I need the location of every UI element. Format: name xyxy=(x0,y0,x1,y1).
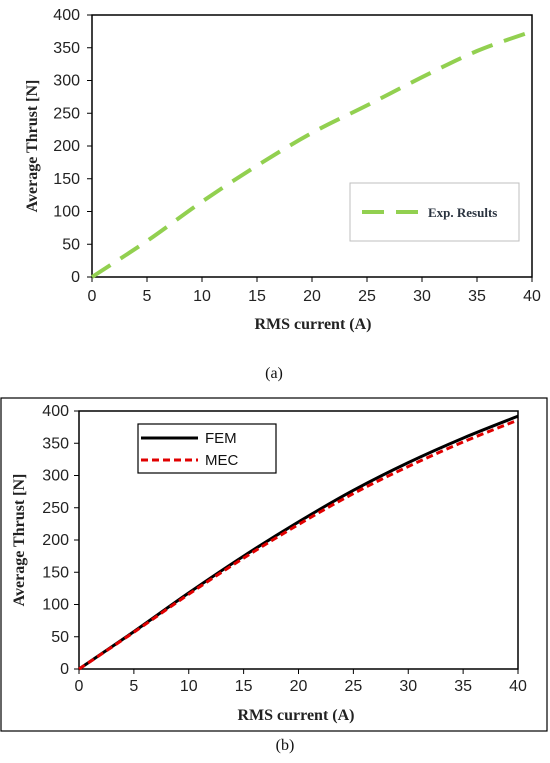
chart-a-y-tick-label: 250 xyxy=(53,105,80,122)
chart-b-x-tick-label: 30 xyxy=(399,678,417,695)
chart-b-y-axis-label: Average Thrust [N] xyxy=(11,474,28,607)
chart-a-y-tick-label: 300 xyxy=(53,73,80,90)
chart-b-legend-box xyxy=(137,423,277,474)
chart-a-x-tick-label: 10 xyxy=(193,288,211,305)
chart-a-x-tick-label: 15 xyxy=(248,288,266,305)
chart-a-x-tick-label: 25 xyxy=(358,288,376,305)
chart-b: 0 5 10 15 20 25 30 35 40 0 50 100 150 200 250 300 350 40… xyxy=(0,397,548,754)
chart-b-y-tick-label: 100 xyxy=(42,597,69,614)
chart-b-x-axis-label: RMS current (A) xyxy=(237,707,354,724)
chart-b-x-tick-label: 35 xyxy=(454,678,472,695)
chart-b-y-tick-label: 150 xyxy=(42,564,69,581)
chart-b-y-ticks: 0 50 100 150 200 250 300 350 400 xyxy=(42,403,79,678)
chart-a-y-tick-label: 0 xyxy=(71,269,80,286)
chart-b-x-tick-label: 40 xyxy=(509,678,527,695)
chart-b-y-tick-label: 300 xyxy=(42,468,69,485)
chart-a: 0 5 10 15 20 25 30 35 40 0 50 100 150 200 250 300 350 40… xyxy=(24,7,541,382)
chart-a-legend-label-exp-results: Exp. Results xyxy=(428,205,497,220)
chart-b-y-tick-label: 250 xyxy=(42,500,69,517)
chart-a-x-ticks: 0 5 10 15 20 25 30 35 40 xyxy=(88,277,541,305)
chart-a-series-exp-results-line xyxy=(90,29,533,279)
chart-a-y-ticks: 0 50 100 150 200 250 300 350 400 xyxy=(53,7,92,286)
chart-b-y-tick-label: 50 xyxy=(51,629,69,646)
chart-b-x-tick-label: 20 xyxy=(290,678,308,695)
chart-b-series-mec-line xyxy=(78,418,519,671)
chart-b-x-tick-label: 10 xyxy=(180,678,198,695)
chart-b-y-tick-label: 200 xyxy=(42,532,69,549)
chart-a-x-tick-label: 30 xyxy=(413,288,431,305)
chart-a-x-tick-label: 5 xyxy=(143,288,152,305)
chart-a-x-tick-label: 20 xyxy=(303,288,321,305)
chart-b-x-tick-label: 0 xyxy=(75,678,84,695)
chart-b-legend: FEM MEC xyxy=(137,423,277,474)
chart-b-outer-border xyxy=(0,397,548,732)
chart-a-x-tick-label: 40 xyxy=(523,288,541,305)
chart-a-y-tick-label: 400 xyxy=(53,7,80,24)
chart-b-y-tick-label: 0 xyxy=(60,661,69,678)
chart-b-x-tick-label: 5 xyxy=(129,678,138,695)
chart-a-y-tick-label: 150 xyxy=(53,171,80,188)
chart-b-y-tick-label: 350 xyxy=(42,435,69,452)
chart-a-y-tick-label: 50 xyxy=(62,236,80,253)
chart-a-y-tick-label: 200 xyxy=(53,138,80,155)
chart-b-y-tick-label: 400 xyxy=(42,403,69,420)
chart-a-y-axis-label: Average Thrust [N] xyxy=(24,80,41,213)
chart-b-panel-label: (b) xyxy=(276,737,295,754)
chart-a-y-tick-label: 350 xyxy=(53,40,80,57)
chart-b-x-ticks: 0 5 10 15 20 25 30 35 40 xyxy=(75,669,527,695)
chart-a-legend: Exp. Results xyxy=(349,182,520,242)
chart-b-legend-label-fem: FEM xyxy=(205,430,237,447)
chart-b-x-tick-label: 15 xyxy=(235,678,253,695)
chart-a-panel-label: (a) xyxy=(265,365,283,382)
chart-a-x-tick-label: 35 xyxy=(468,288,486,305)
chart-a-x-axis-label: RMS current (A) xyxy=(254,316,371,333)
chart-a-y-tick-label: 100 xyxy=(53,204,80,221)
chart-b-legend-label-mec: MEC xyxy=(205,452,239,469)
chart-b-x-tick-label: 25 xyxy=(344,678,362,695)
chart-a-x-tick-label: 0 xyxy=(88,288,97,305)
